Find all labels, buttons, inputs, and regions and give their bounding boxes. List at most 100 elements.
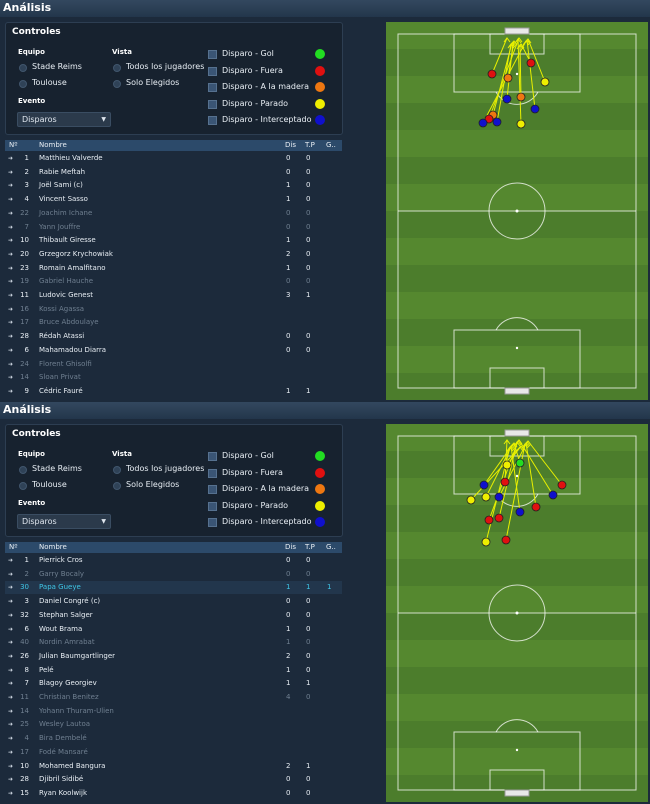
column-header[interactable]: Nº [9, 543, 18, 551]
table-row[interactable]: ➜ 11 Ludovic Genest 3 1 [5, 289, 342, 302]
column-header[interactable]: Nombre [39, 543, 67, 551]
checkbox[interactable] [208, 518, 217, 527]
view-option[interactable]: Todos los jugadores [126, 62, 205, 71]
radio-button[interactable] [113, 64, 121, 72]
table-row[interactable]: ➜ 28 Djibril Sidibé 0 0 [5, 773, 342, 786]
radio-button[interactable] [113, 80, 121, 88]
pitch-stripe [386, 130, 648, 157]
team-option[interactable]: Stade Reims [32, 62, 82, 71]
table-row[interactable]: ➜ 11 Christian Benitez 4 0 [5, 691, 342, 704]
table-row[interactable]: ➜ 25 Wesley Lautoa [5, 718, 342, 731]
event-dropdown[interactable]: Disparos ▼ [17, 112, 111, 127]
checkbox[interactable] [208, 99, 217, 109]
table-row[interactable]: ➜ 32 Stephan Salger 0 0 [5, 609, 342, 622]
table-row[interactable]: ➜ 28 Rédah Atassi 0 0 [5, 330, 342, 343]
team-option[interactable]: Stade Reims [32, 464, 82, 473]
table-row[interactable]: ➜ 2 Rabie Meftah 0 0 [5, 166, 342, 179]
column-header[interactable]: G.. [326, 141, 336, 149]
legend-label[interactable]: Disparo - Gol [222, 49, 274, 58]
radio-button[interactable] [113, 482, 121, 490]
row-arrow: ➜ [8, 223, 14, 231]
pitch [386, 22, 648, 400]
radio-button[interactable] [113, 466, 121, 474]
table-row[interactable]: ➜ 24 Florent Ghisolfi [5, 358, 342, 371]
table-row[interactable]: ➜ 1 Pierrick Cros 0 0 [5, 554, 342, 567]
legend-label[interactable]: Disparo - Interceptado [222, 115, 312, 124]
checkbox[interactable] [208, 83, 217, 92]
column-header[interactable]: G.. [326, 543, 336, 551]
goal [504, 429, 530, 437]
table-row[interactable]: ➜ 40 Nordin Amrabat 1 0 [5, 636, 342, 649]
table-row[interactable]: ➜ 10 Thibault Giresse 1 0 [5, 234, 342, 247]
radio-button[interactable] [19, 482, 27, 490]
checkbox[interactable] [208, 452, 217, 461]
shot-marker [526, 58, 536, 68]
player-name: Yohann Thuram-Ulien [39, 706, 114, 715]
legend-dot [315, 500, 325, 511]
table-row[interactable]: ➜ 14 Yohann Thuram-Ulien [5, 705, 342, 718]
view-option[interactable]: Solo Elegidos [126, 78, 180, 87]
radio-button[interactable] [19, 80, 27, 88]
legend-label[interactable]: Disparo - Gol [222, 451, 274, 460]
column-header[interactable]: Nombre [39, 141, 67, 149]
table-row[interactable]: ➜ 9 Cédric Fauré 1 1 [5, 385, 342, 398]
table-row[interactable]: ➜ 3 Daniel Congré (c) 0 0 [5, 595, 342, 608]
table-row[interactable]: ➜ 17 Bruce Abdoulaye [5, 316, 342, 329]
table-row[interactable]: ➜ 20 Grzegorz Krychowiak 2 0 [5, 248, 342, 261]
column-header[interactable]: Nº [9, 141, 18, 149]
checkbox[interactable] [208, 468, 217, 478]
table-row[interactable]: ➜ 8 Pelé 1 0 [5, 664, 342, 677]
player-number: 11 [20, 693, 29, 701]
table-row[interactable]: ➜ 6 Wout Brama 1 0 [5, 623, 342, 636]
legend-label[interactable]: Disparo - A la madera [222, 82, 310, 91]
team-option[interactable]: Toulouse [32, 78, 67, 87]
table-row[interactable]: ➜ 3 Joël Sami (c) 1 0 [5, 179, 342, 192]
table-row[interactable]: ➜ 23 Romain Amalfitano 1 0 [5, 262, 342, 275]
checkbox[interactable] [208, 116, 217, 125]
table-row[interactable]: ➜ 14 Sloan Privat [5, 371, 342, 384]
center-spot [515, 209, 519, 213]
table-row[interactable]: ➜ 6 Mahamadou Diarra 0 0 [5, 344, 342, 357]
team-option[interactable]: Toulouse [32, 480, 67, 489]
table-row[interactable]: ➜ 7 Yann Jouffre 0 0 [5, 221, 342, 234]
legend-label[interactable]: Disparo - Fuera [222, 65, 283, 75]
column-header[interactable]: Dis [285, 141, 296, 149]
row-arrow: ➜ [8, 611, 14, 619]
checkbox[interactable] [208, 485, 217, 494]
column-header[interactable]: Dis [285, 543, 296, 551]
pitch-stripe [386, 613, 648, 640]
table-row[interactable]: ➜ 2 Garry Bocaly 0 0 [5, 568, 342, 581]
radio-button[interactable] [19, 466, 27, 474]
legend-label[interactable]: Disparo - Interceptado [222, 517, 312, 526]
table-row[interactable]: ➜ 4 Vincent Sasso 1 0 [5, 193, 342, 206]
column-header[interactable]: T.P [305, 543, 315, 551]
pitch-stripe [386, 265, 648, 292]
view-option[interactable]: Solo Elegidos [126, 480, 180, 489]
legend-label[interactable]: Disparo - Parado [222, 98, 289, 108]
column-header[interactable]: T.P [305, 141, 315, 149]
shot-marker [492, 117, 502, 127]
view-option[interactable]: Todos los jugadores [126, 464, 205, 473]
table-row[interactable]: ➜ 26 Julian Baumgartlinger 2 0 [5, 650, 342, 663]
table-row[interactable]: ➜ 15 Ryan Koolwijk 0 0 [5, 787, 342, 800]
table-row[interactable]: ➜ 1 Matthieu Valverde 0 0 [5, 152, 342, 165]
legend-label[interactable]: Disparo - Fuera [222, 467, 283, 477]
table-row[interactable]: ➜ 17 Fodé Mansaré [5, 746, 342, 759]
table-row[interactable]: ➜ 4 Bira Dembelé [5, 732, 342, 745]
player-name: Christian Benitez [39, 693, 99, 701]
table-row[interactable]: ➜ 16 Kossi Agassa [5, 303, 342, 316]
event-dropdown[interactable]: Disparos ▼ [17, 514, 111, 529]
checkbox[interactable] [208, 66, 217, 76]
checkbox[interactable] [208, 50, 217, 59]
checkbox[interactable] [208, 501, 217, 511]
table-row[interactable]: ➜ 10 Mohamed Bangura 2 1 [5, 760, 342, 773]
legend-label[interactable]: Disparo - A la madera [222, 484, 310, 493]
controls-title: Controles [12, 27, 61, 37]
table-row[interactable]: ➜ 22 Joachim Ichane 0 0 [5, 207, 342, 220]
row-arrow: ➜ [8, 319, 14, 327]
radio-button[interactable] [19, 64, 27, 72]
table-row[interactable]: ➜ 19 Gabriel Hauche 0 0 [5, 275, 342, 288]
table-row[interactable]: ➜ 7 Blagoy Georgiev 1 1 [5, 677, 342, 690]
legend-label[interactable]: Disparo - Parado [222, 500, 289, 510]
table-row[interactable]: ➜ 30 Papa Gueye 1 1 1 [5, 581, 342, 595]
